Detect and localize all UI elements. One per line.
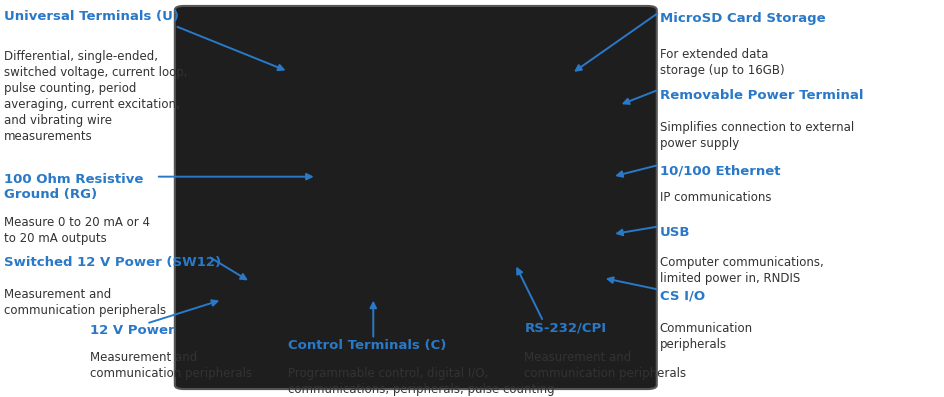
Text: Switched 12 V Power (SW12): Switched 12 V Power (SW12) — [4, 256, 221, 269]
Text: Measurement and
communication peripherals: Measurement and communication peripheral… — [524, 351, 686, 380]
Text: MicroSD Card Storage: MicroSD Card Storage — [659, 12, 824, 25]
Text: Programmable control, digital I/O,
communications, peripherals, pulse counting: Programmable control, digital I/O, commu… — [288, 367, 554, 396]
Text: 12 V Power: 12 V Power — [90, 324, 175, 337]
Text: CS I/O: CS I/O — [659, 290, 704, 303]
Text: Removable Power Terminal: Removable Power Terminal — [659, 89, 862, 102]
Text: Simplifies connection to external
power supply: Simplifies connection to external power … — [659, 121, 853, 150]
Text: USB: USB — [659, 226, 689, 239]
Text: Measure 0 to 20 mA or 4
to 20 mA outputs: Measure 0 to 20 mA or 4 to 20 mA outputs — [4, 216, 149, 245]
Text: Control Terminals (C): Control Terminals (C) — [288, 339, 447, 353]
Text: Computer communications,
limited power in, RNDIS: Computer communications, limited power i… — [659, 256, 822, 285]
Text: RS-232/CPI: RS-232/CPI — [524, 322, 606, 335]
Text: Measurement and
communication peripherals: Measurement and communication peripheral… — [90, 351, 252, 380]
Text: For extended data
storage (up to 16GB): For extended data storage (up to 16GB) — [659, 48, 784, 77]
FancyBboxPatch shape — [175, 6, 656, 389]
Text: Communication
peripherals: Communication peripherals — [659, 322, 752, 351]
Text: 10/100 Ethernet: 10/100 Ethernet — [659, 165, 780, 178]
Text: Universal Terminals (U): Universal Terminals (U) — [4, 10, 178, 23]
Text: Measurement and
communication peripherals: Measurement and communication peripheral… — [4, 288, 166, 317]
Text: IP communications: IP communications — [659, 191, 770, 204]
Text: Differential, single-ended,
switched voltage, current loop,
pulse counting, peri: Differential, single-ended, switched vol… — [4, 50, 187, 143]
Text: 100 Ohm Resistive
Ground (RG): 100 Ohm Resistive Ground (RG) — [4, 173, 143, 201]
